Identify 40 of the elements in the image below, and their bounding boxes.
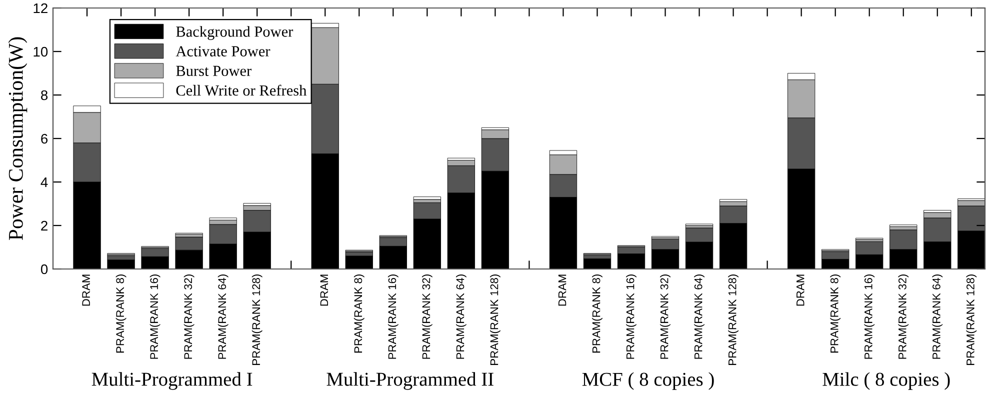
y-tick-label: 2	[41, 220, 48, 231]
y-tick-label: 10	[34, 46, 48, 57]
y-tick-label: 0	[40, 264, 48, 274]
x-tick-label: PRAM(RANK 16)	[388, 274, 398, 359]
text: Milc ( 8 copies )	[822, 372, 950, 390]
x-tick-label: PRAM(RANK 16)	[150, 274, 160, 359]
x-tick-label: PRAM(RANK 32)	[422, 274, 432, 359]
x-tick-label: PRAM(RANK 16)	[864, 274, 875, 359]
x-tick-label: DRAM	[558, 274, 566, 306]
x-tick-label: DRAM	[82, 274, 90, 306]
x-tick-label: PRAM(RANK 128)	[252, 274, 262, 365]
x-tick-label: DRAM	[320, 274, 328, 306]
x-tick-label: PRAM(RANK 128)	[728, 274, 738, 365]
text: Multi-Programmed II	[326, 372, 494, 390]
x-tick-label: PRAM(RANK 32)	[660, 274, 670, 359]
y-tick-label: 4	[40, 177, 48, 188]
y-tick-label: 6	[41, 134, 48, 144]
x-tick-label: PRAM(RANK 8)	[116, 274, 126, 353]
x-tick-label: PRAM(RANK 128)	[966, 274, 977, 365]
legend-label: Activate Power	[176, 46, 270, 56]
legend-label: Burst Power	[176, 66, 252, 76]
x-tick-label: DRAM	[796, 274, 804, 306]
x-tick-label: PRAM(RANK 128)	[490, 274, 500, 365]
y-tick-label: 8	[41, 90, 48, 100]
x-tick-label: PRAM(RANK 8)	[592, 274, 602, 353]
legend-label: Background Power	[176, 26, 294, 40]
y-axis-title: Power Consumption(W)	[8, 37, 28, 240]
x-tick-label: PRAM(RANK 8)	[354, 274, 364, 353]
x-tick-label: PRAM(RANK 16)	[626, 274, 636, 359]
text: Multi-Programmed I	[92, 372, 252, 390]
x-tick-label: PRAM(RANK 32)	[898, 274, 909, 359]
x-tick-label: PRAM(RANK 64)	[694, 274, 704, 359]
x-tick-label: PRAM(RANK 8)	[830, 274, 841, 353]
x-tick-label: PRAM(RANK 64)	[932, 274, 943, 359]
text: MCF ( 8 copies )	[582, 372, 714, 390]
x-tick-label: PRAM(RANK 64)	[218, 274, 228, 359]
x-tick-label: PRAM(RANK 64)	[456, 274, 466, 359]
legend-label: Cell Write or Refresh	[176, 84, 307, 96]
x-tick-label: PRAM(RANK 32)	[184, 274, 194, 359]
y-tick-label: 12	[34, 3, 48, 14]
